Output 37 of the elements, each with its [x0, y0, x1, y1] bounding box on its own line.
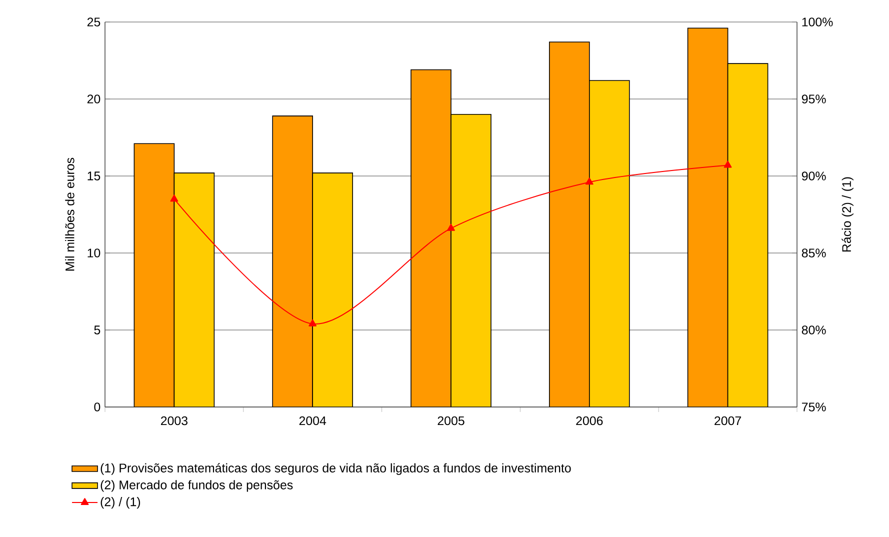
- bar: [410, 69, 452, 407]
- bar: [687, 28, 728, 407]
- y2-tick-label: 100%: [802, 18, 833, 26]
- point: [585, 178, 594, 185]
- x-tick-label: 2005: [438, 416, 464, 426]
- y-tick-label: 5: [94, 326, 100, 334]
- y-tick-label: 15: [88, 172, 100, 180]
- bar: [272, 116, 313, 407]
- y-tick-label: 10: [88, 248, 100, 258]
- bar: [312, 172, 353, 407]
- x-tick-label: 2007: [714, 416, 742, 426]
- bar: [450, 114, 492, 407]
- bar: [589, 80, 630, 407]
- y2-tick-label: 85%: [802, 248, 826, 258]
- point: [447, 224, 455, 231]
- y-tick-label: 20: [87, 94, 100, 104]
- x-tick-label: 2006: [576, 416, 603, 426]
- x-tick-label: 2003: [160, 416, 188, 426]
- y-axis-title: Mil milhões de euros: [65, 158, 74, 271]
- bar: [549, 42, 590, 407]
- x-tick-label: 2004: [299, 416, 326, 426]
- legend-label: (2) Mercado de fundos de pensões: [100, 480, 293, 492]
- y-tick-label: 25: [87, 18, 100, 26]
- y-tick-label: 0: [94, 402, 100, 412]
- y2-tick-label: 75%: [802, 402, 826, 412]
- point: [724, 160, 732, 168]
- bar: [727, 63, 768, 407]
- legend-label: (1) Provisões matemáticas dos seguros de vida não ligados a fundos de investimento: [100, 463, 571, 475]
- y2-tick-label: 90%: [802, 172, 826, 180]
- legend-label: (2) / (1): [100, 497, 140, 509]
- bar: [174, 172, 215, 407]
- y2-tick-label: 80%: [802, 326, 826, 334]
- bar: [134, 143, 175, 407]
- point: [308, 319, 317, 326]
- point: [170, 194, 178, 202]
- y2-tick-label: 95%: [802, 94, 826, 104]
- y2-axis-title: Rácio (2) / (1): [842, 177, 854, 252]
